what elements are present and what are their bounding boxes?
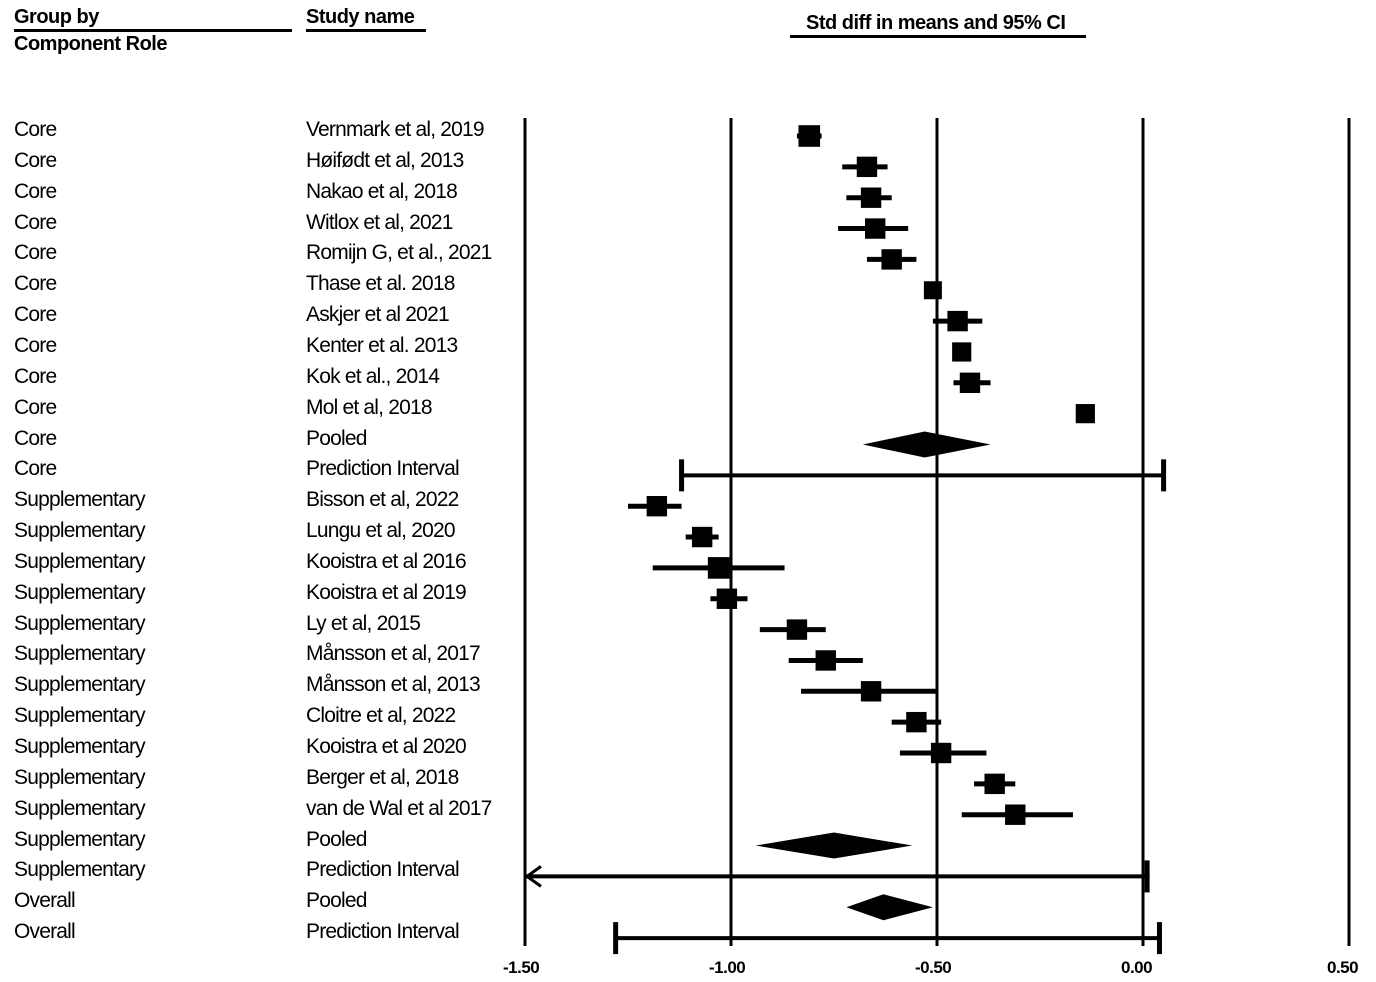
study-label: Kooistra et al 2020 bbox=[306, 735, 467, 758]
group-label: Supplementary bbox=[14, 765, 146, 789]
group-header-underline bbox=[14, 29, 292, 32]
group-label: Supplementary bbox=[14, 827, 146, 851]
pooled-diamond bbox=[846, 894, 933, 921]
group-label: Supplementary bbox=[14, 858, 146, 882]
x-tick-label: -0.50 bbox=[915, 958, 952, 977]
study-label: Berger et al, 2018 bbox=[306, 765, 459, 789]
effect-square bbox=[716, 588, 738, 609]
group-label: Overall bbox=[14, 920, 76, 944]
effect-square bbox=[923, 281, 942, 300]
study-label: Vernmark et al, 2019 bbox=[306, 118, 485, 141]
pooled-diamond bbox=[862, 431, 991, 458]
group-label: Supplementary bbox=[14, 519, 146, 543]
effect-square bbox=[1005, 804, 1026, 825]
effect-square bbox=[865, 218, 886, 239]
study-label: Romijn G, et al., 2021 bbox=[306, 241, 492, 265]
study-label: Pooled bbox=[306, 827, 367, 851]
study-label: Prediction Interval bbox=[306, 858, 460, 882]
study-label: Witlox et al, 2021 bbox=[306, 210, 453, 234]
study-label: van de Wal et al 2017 bbox=[306, 796, 492, 820]
group-label: Supplementary bbox=[14, 704, 146, 728]
group-label: Supplementary bbox=[14, 580, 146, 604]
effect-square bbox=[947, 310, 968, 332]
effect-square bbox=[798, 125, 821, 147]
effect-square bbox=[930, 742, 952, 764]
study-label: Ly et al, 2015 bbox=[306, 611, 421, 635]
group-label: Core bbox=[14, 395, 57, 419]
study-header-underline bbox=[306, 29, 426, 32]
group-label: Core bbox=[14, 148, 57, 172]
group-label: Core bbox=[14, 118, 57, 141]
group-label: Supplementary bbox=[14, 735, 146, 758]
study-label: Bisson et al, 2022 bbox=[306, 488, 459, 512]
study-label: Månsson et al, 2013 bbox=[306, 673, 481, 697]
group-label: Core bbox=[14, 303, 57, 327]
effect-square bbox=[707, 557, 730, 579]
group-label: Supplementary bbox=[14, 549, 146, 573]
study-label: Kenter et al. 2013 bbox=[306, 333, 458, 357]
study-label: Askjer et al 2021 bbox=[306, 303, 450, 327]
x-tick-label: -1.50 bbox=[503, 958, 540, 977]
pooled-diamond bbox=[755, 832, 913, 859]
x-tick-label: 0.50 bbox=[1327, 958, 1359, 977]
group-label: Core bbox=[14, 333, 57, 357]
group-label: Core bbox=[14, 457, 57, 481]
study-label: Mol et al, 2018 bbox=[306, 395, 433, 419]
group-label: Overall bbox=[14, 889, 76, 913]
effect-square bbox=[815, 650, 836, 671]
study-name-header: Study name bbox=[306, 6, 415, 28]
effect-square bbox=[959, 372, 981, 393]
study-label: Kok et al., 2014 bbox=[306, 364, 440, 388]
group-label: Core bbox=[14, 210, 57, 234]
x-tick-label: 0.00 bbox=[1121, 958, 1153, 977]
effect-square bbox=[984, 773, 1005, 795]
group-label: Supplementary bbox=[14, 488, 146, 512]
study-label: Lungu et al, 2020 bbox=[306, 519, 456, 543]
study-label: Thase et al. 2018 bbox=[306, 272, 455, 296]
effect-header-underline bbox=[790, 35, 1086, 38]
study-label: Høifødt et al, 2013 bbox=[306, 148, 464, 172]
effect-square bbox=[646, 496, 668, 517]
group-label: Supplementary bbox=[14, 673, 146, 697]
group-label: Core bbox=[14, 364, 57, 388]
study-label: Månsson et al, 2017 bbox=[306, 642, 481, 666]
component-role-header: Component Role bbox=[14, 33, 168, 55]
group-label: Core bbox=[14, 426, 57, 450]
x-tick-label: -1.00 bbox=[709, 958, 746, 977]
effect-square bbox=[856, 156, 878, 178]
group-label: Core bbox=[14, 241, 57, 265]
group-label: Supplementary bbox=[14, 642, 146, 666]
study-label: Prediction Interval bbox=[306, 457, 460, 481]
effect-square bbox=[1075, 404, 1095, 424]
effect-square bbox=[691, 526, 713, 548]
effect-square bbox=[786, 619, 808, 640]
study-label: Prediction Interval bbox=[306, 920, 460, 944]
study-label: Pooled bbox=[306, 889, 367, 913]
study-label: Pooled bbox=[306, 426, 367, 450]
effect-size-header: Std diff in means and 95% CI bbox=[806, 12, 1066, 34]
effect-square bbox=[952, 342, 972, 362]
prediction-interval-arrow bbox=[524, 865, 542, 888]
group-label: Core bbox=[14, 179, 57, 203]
study-label: Kooistra et al 2016 bbox=[306, 549, 467, 573]
effect-square bbox=[860, 187, 882, 208]
group-label: Supplementary bbox=[14, 796, 146, 820]
effect-square bbox=[881, 249, 902, 270]
group-by-header: Group by bbox=[14, 6, 99, 28]
study-label: Cloitre et al, 2022 bbox=[306, 704, 456, 728]
effect-square bbox=[906, 711, 927, 733]
study-label: Nakao et al, 2018 bbox=[306, 179, 458, 203]
group-label: Core bbox=[14, 272, 57, 296]
study-label: Kooistra et al 2019 bbox=[306, 580, 467, 604]
effect-square bbox=[860, 681, 882, 702]
group-label: Supplementary bbox=[14, 611, 146, 635]
